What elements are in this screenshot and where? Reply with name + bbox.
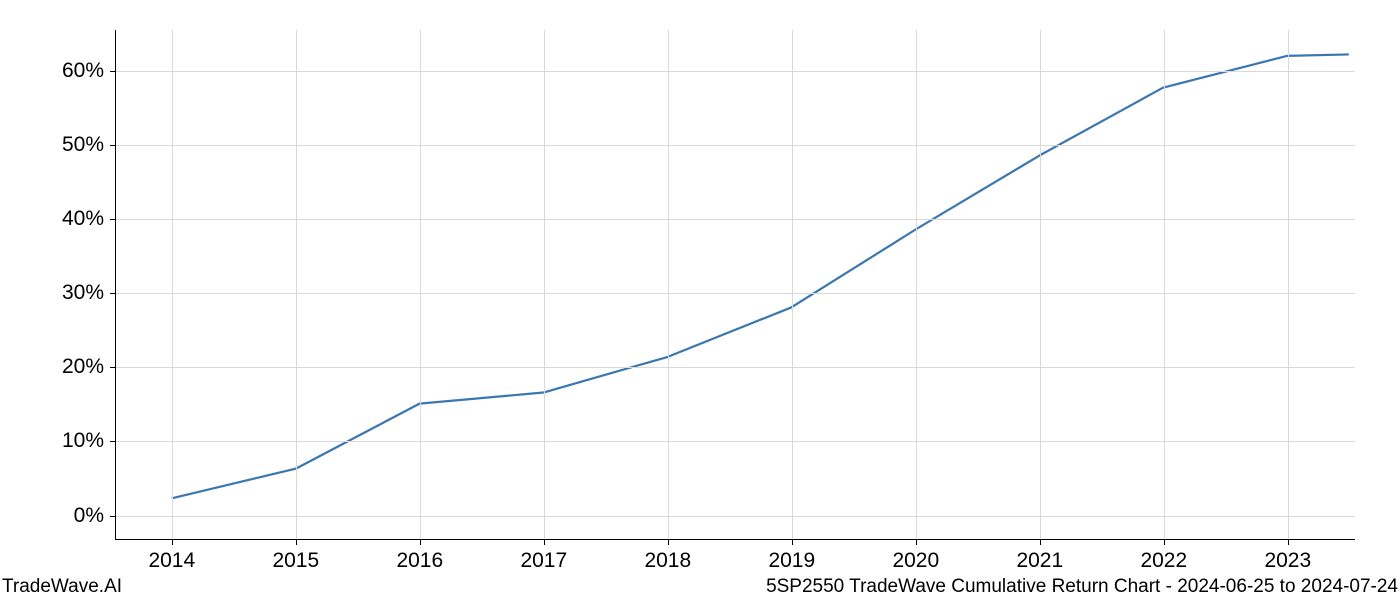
y-tick-label: 40%	[62, 207, 116, 231]
y-tick-label: 20%	[62, 355, 116, 379]
gridline-horizontal	[116, 367, 1355, 368]
gridline-vertical	[296, 30, 297, 539]
chart-container: 0%10%20%30%40%50%60%20142015201620172018…	[115, 30, 1355, 540]
x-tick-label: 2020	[892, 539, 939, 573]
y-tick-label: 10%	[62, 429, 116, 453]
y-tick-label: 30%	[62, 281, 116, 305]
gridline-vertical	[544, 30, 545, 539]
gridline-horizontal	[116, 516, 1355, 517]
x-tick-label: 2016	[396, 539, 443, 573]
gridline-vertical	[420, 30, 421, 539]
plot-area: 0%10%20%30%40%50%60%20142015201620172018…	[115, 30, 1355, 540]
gridline-vertical	[916, 30, 917, 539]
gridline-vertical	[1288, 30, 1289, 539]
x-tick-label: 2014	[148, 539, 195, 573]
x-tick-label: 2021	[1016, 539, 1063, 573]
line-chart-svg	[116, 30, 1355, 539]
return-line	[172, 54, 1349, 498]
gridline-horizontal	[116, 71, 1355, 72]
y-tick-label: 60%	[62, 59, 116, 83]
x-tick-label: 2018	[644, 539, 691, 573]
gridline-vertical	[172, 30, 173, 539]
x-tick-label: 2019	[768, 539, 815, 573]
gridline-vertical	[1164, 30, 1165, 539]
gridline-horizontal	[116, 293, 1355, 294]
x-tick-label: 2017	[520, 539, 567, 573]
gridline-vertical	[792, 30, 793, 539]
gridline-horizontal	[116, 219, 1355, 220]
gridline-horizontal	[116, 145, 1355, 146]
y-tick-label: 0%	[74, 504, 116, 528]
x-tick-label: 2015	[272, 539, 319, 573]
x-tick-label: 2022	[1140, 539, 1187, 573]
gridline-vertical	[668, 30, 669, 539]
gridline-horizontal	[116, 441, 1355, 442]
x-tick-label: 2023	[1264, 539, 1311, 573]
gridline-vertical	[1040, 30, 1041, 539]
y-tick-label: 50%	[62, 133, 116, 157]
footer-brand: TradeWave.AI	[2, 576, 122, 598]
footer-caption: 5SP2550 TradeWave Cumulative Return Char…	[766, 576, 1398, 598]
